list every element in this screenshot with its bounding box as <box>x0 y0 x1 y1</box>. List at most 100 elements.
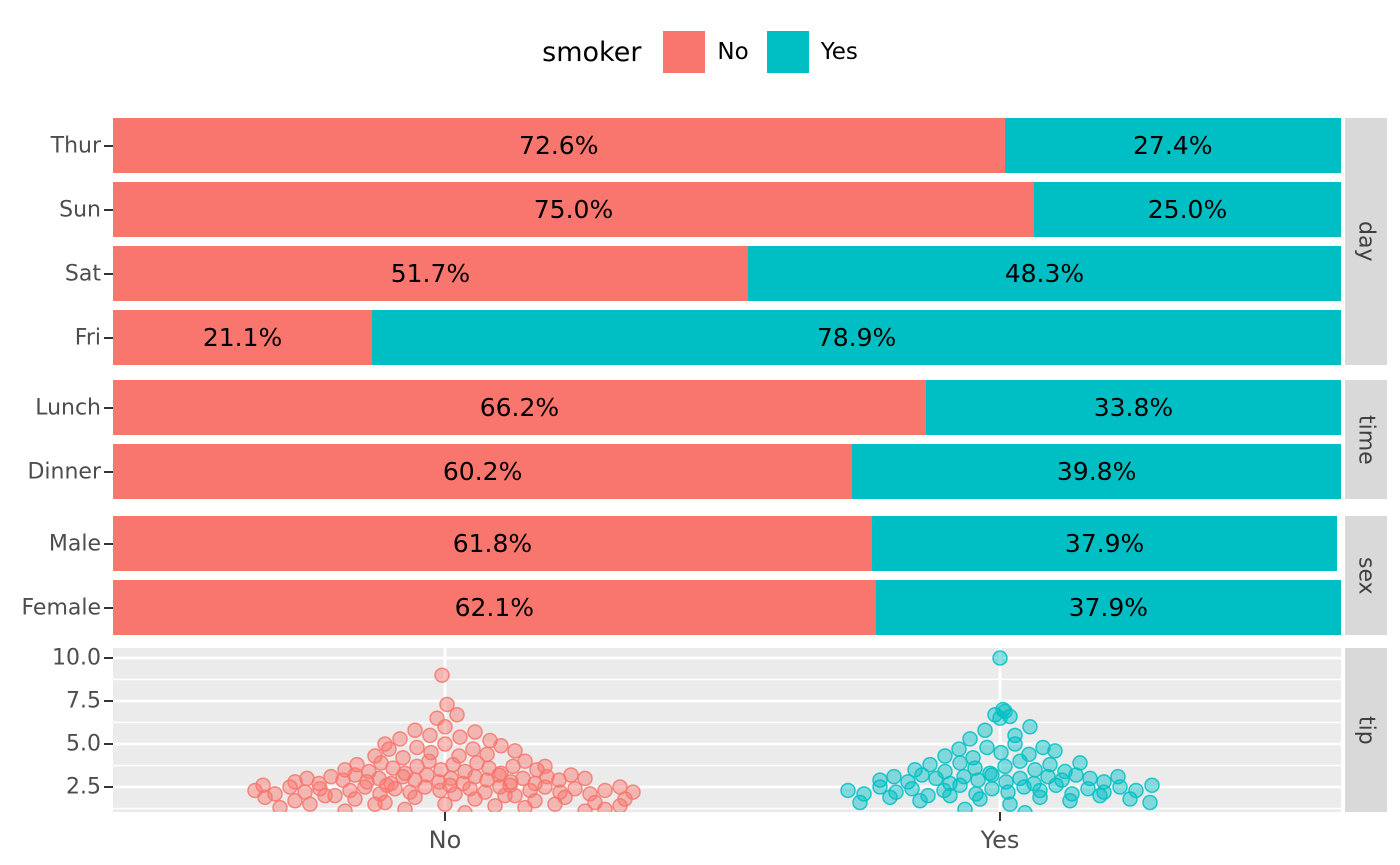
bar-segment-label: 37.9% <box>1068 593 1148 622</box>
jitter-point-no <box>395 750 411 766</box>
jitter-point-yes <box>1007 727 1023 744</box>
bar-segment-yes: 78.9% <box>372 310 1341 365</box>
jitter-point-no <box>327 787 343 804</box>
bar-segment-no: 21.1% <box>113 310 373 365</box>
bar-segment-label: 78.9% <box>816 323 897 352</box>
legend-item-yes: Yes <box>766 31 858 73</box>
jitter-point-yes <box>900 774 916 790</box>
jitter-point-no <box>272 799 288 812</box>
axis-tick <box>104 208 113 211</box>
jitter-point-yes <box>920 787 936 804</box>
bar-segment-label: 21.1% <box>202 323 283 352</box>
bar-segment-no: 66.2% <box>113 380 926 435</box>
bar-segment-yes: 25.0% <box>1034 182 1341 237</box>
jitter-point-no <box>507 743 523 759</box>
jitter-point-no <box>503 774 519 790</box>
jitter-point-no <box>397 801 413 812</box>
axis-label-male: Male <box>48 531 101 556</box>
jitter-point-no <box>487 798 503 812</box>
jitter-point-yes <box>997 758 1013 775</box>
jitter-point-no <box>437 736 453 752</box>
jitter-point-yes <box>937 748 953 764</box>
axis-tick <box>104 336 113 339</box>
bar-segment-label: 39.8% <box>1056 457 1137 486</box>
jitter-point-no <box>423 744 439 761</box>
axis-tick <box>104 144 113 147</box>
jitter-point-no <box>445 756 461 773</box>
axis-label-tip-7.5: 7.5 <box>66 688 101 714</box>
jitter-point-yes <box>951 741 967 757</box>
jitter-point-no <box>377 736 393 752</box>
jitter-point-yes <box>956 768 972 785</box>
bar-segment-no: 62.1% <box>113 580 876 635</box>
jitter-point-yes <box>984 780 1000 797</box>
facet-strip-label: sex <box>1353 556 1379 595</box>
axis-label-tip-5.0: 5.0 <box>66 731 101 757</box>
jitter-point-no <box>612 779 628 795</box>
axis-label-fri: Fri <box>74 325 101 350</box>
jitter-point-no <box>312 780 328 797</box>
jitter-point-yes <box>992 650 1008 666</box>
jitter-point-yes <box>1064 786 1080 802</box>
jitter-point-yes <box>1027 762 1043 778</box>
bar-segment-yes: 37.9% <box>875 580 1341 635</box>
jitter-point-yes <box>922 756 938 773</box>
jitter-point-yes <box>888 784 904 800</box>
jitter-point-yes <box>1144 777 1160 794</box>
jitter-point-no <box>422 727 438 744</box>
jitter-point-no <box>323 768 339 785</box>
legend-item-no: No <box>663 31 749 73</box>
facet-strip-label: tip <box>1353 715 1379 745</box>
axis-tick <box>104 786 113 788</box>
jitter-point-yes <box>852 794 868 811</box>
jitter-point-no <box>267 786 283 802</box>
jitter-point-yes <box>965 750 981 766</box>
legend: smoker No Yes <box>0 30 1400 74</box>
jitter-point-no <box>409 739 425 756</box>
bar-segment-no: 60.2% <box>113 444 853 499</box>
axis-label-lunch: Lunch <box>35 395 101 420</box>
bar-row-thur: 72.6% 27.4% <box>113 118 1341 173</box>
jitter-point-yes <box>1035 739 1051 756</box>
jitter-point-yes <box>1047 743 1063 759</box>
jitter-point-no <box>429 710 445 726</box>
bar-segment-label: 66.2% <box>479 393 560 422</box>
bar-row-male: 61.8% 37.9% <box>113 516 1341 571</box>
bar-segment-no: 72.6% <box>113 118 1005 173</box>
bar-segment-label: 27.4% <box>1133 131 1213 160</box>
bar-row-sat: 51.7% 48.3% <box>113 246 1341 301</box>
jitter-point-no <box>452 729 468 745</box>
facet-strip-label: time <box>1353 414 1379 465</box>
bar-row-female: 62.1% 37.9% <box>113 580 1341 635</box>
jitter-point-no <box>577 770 593 787</box>
axis-tick <box>104 542 113 545</box>
jitter-point-no <box>597 782 613 799</box>
jitter-point-no <box>451 748 467 764</box>
jitter-point-no <box>563 767 579 783</box>
bar-row-fri: 21.1% 78.9% <box>113 310 1341 365</box>
jitter-point-no <box>529 762 545 778</box>
jitter-point-no <box>347 791 363 807</box>
axis-label-dinner: Dinner <box>27 459 101 484</box>
jitter-point-no <box>465 741 481 757</box>
jitter-point-yes <box>993 744 1009 761</box>
jitter-point-yes <box>1012 770 1028 787</box>
jitter-point-no <box>247 782 263 799</box>
jitter-point-yes <box>1026 775 1042 792</box>
jitter-point-yes <box>1128 782 1144 799</box>
jitter-point-no <box>349 756 365 773</box>
legend-label-no: No <box>717 39 749 65</box>
jitter-point-yes <box>979 739 995 756</box>
bar-segment-yes: 48.3% <box>747 246 1341 301</box>
jitter-point-no <box>287 793 303 809</box>
jitter-point-yes <box>1096 774 1112 790</box>
jitter-point-yes <box>995 701 1011 718</box>
jitter-svg <box>113 648 1341 812</box>
jitter-point-yes <box>1042 756 1058 773</box>
jitter-point-no <box>612 798 628 812</box>
jitter-point-no <box>337 803 353 812</box>
jitter-point-no <box>479 746 495 763</box>
jitter-point-no <box>597 801 613 812</box>
bar-segment-label: 60.2% <box>442 457 523 486</box>
